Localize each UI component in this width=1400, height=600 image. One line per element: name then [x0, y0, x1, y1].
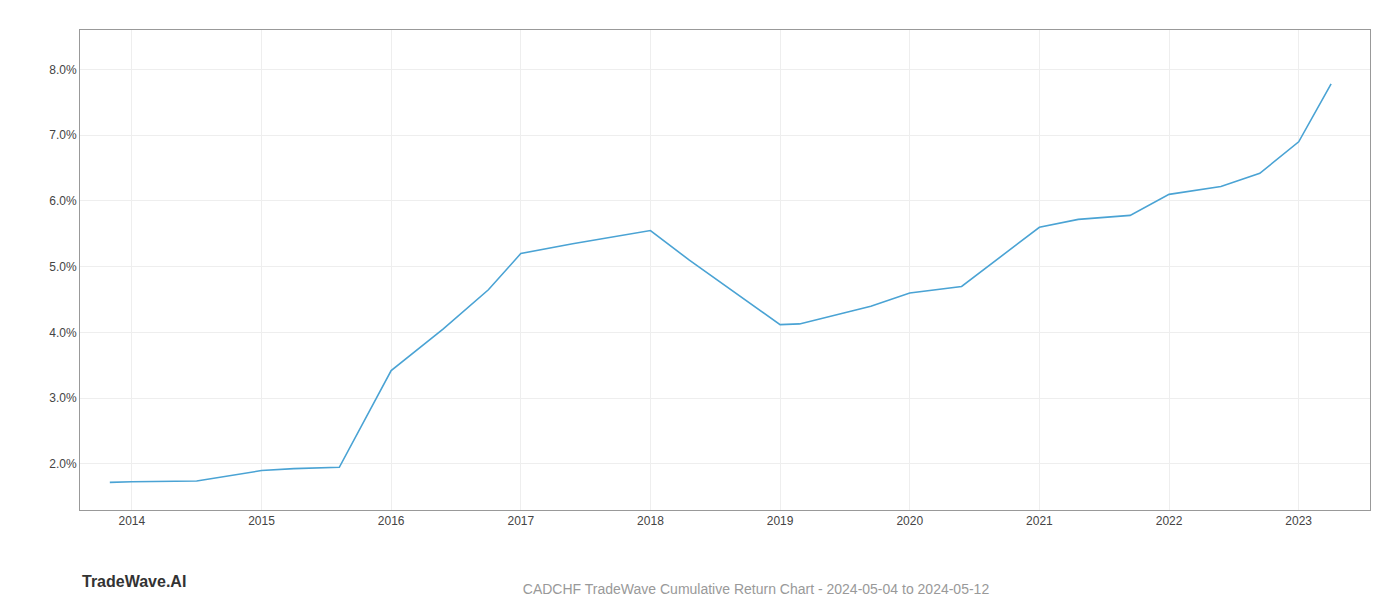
svg-text:7.0%: 7.0%	[49, 128, 77, 142]
svg-text:3.0%: 3.0%	[49, 391, 77, 405]
svg-text:2018: 2018	[637, 514, 664, 528]
svg-text:2022: 2022	[1156, 514, 1183, 528]
svg-text:2017: 2017	[507, 514, 534, 528]
svg-text:CADCHF TradeWave Cumulative Re: CADCHF TradeWave Cumulative Return Chart…	[523, 581, 990, 597]
svg-text:2021: 2021	[1026, 514, 1053, 528]
svg-text:TradeWave.AI: TradeWave.AI	[82, 573, 186, 590]
svg-text:2014: 2014	[119, 514, 146, 528]
svg-text:2023: 2023	[1285, 514, 1312, 528]
svg-text:4.0%: 4.0%	[49, 326, 77, 340]
svg-text:8.0%: 8.0%	[49, 63, 77, 77]
svg-text:2019: 2019	[767, 514, 794, 528]
svg-text:2020: 2020	[896, 514, 923, 528]
svg-text:2.0%: 2.0%	[49, 457, 77, 471]
svg-text:5.0%: 5.0%	[49, 260, 77, 274]
svg-text:2016: 2016	[378, 514, 405, 528]
svg-text:6.0%: 6.0%	[49, 194, 77, 208]
svg-text:2015: 2015	[248, 514, 275, 528]
